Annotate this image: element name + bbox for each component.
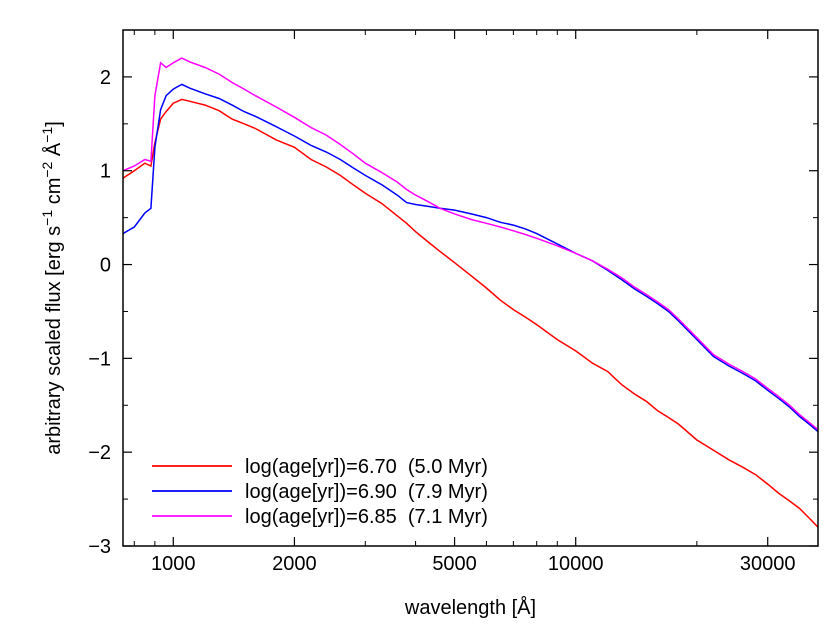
x-tick-label: 2000 <box>272 553 317 575</box>
legend-label-2: log(age[yr])=6.90 (7.9 Myr) <box>245 481 488 503</box>
x-axis-label: wavelength [Å] <box>404 596 536 619</box>
y-tick-label: 1 <box>100 161 111 183</box>
y-tick-label: −3 <box>88 536 111 558</box>
x-tick-label: 5000 <box>432 553 477 575</box>
series-line-3 <box>123 57 818 431</box>
legend-label-3: log(age[yr])=6.85 (7.1 Myr) <box>245 506 488 528</box>
y-axis-label: arbitrary scaled flux [erg s−1 cm−2 Å−1] <box>39 121 65 455</box>
axis-ticks: 1000 2000 5000 10000 30000 2 1 0 −1 −2 −3 <box>88 29 819 575</box>
y-axis-label-close: ] <box>43 121 65 127</box>
y-tick-label: 0 <box>100 255 111 277</box>
x-tick-label: 1000 <box>151 553 196 575</box>
legend-label-1: log(age[yr])=6.70 (5.0 Myr) <box>245 456 488 478</box>
y-axis-label-exp-cm: −2 <box>39 161 55 177</box>
series-line-1 <box>123 98 818 528</box>
legend: log(age[yr])=6.70 (5.0 Myr) log(age[yr])=… <box>152 456 488 528</box>
y-axis-label-exp-s: −1 <box>39 210 55 226</box>
y-axis-label-exp-angstrom: −1 <box>39 127 55 143</box>
series-lines <box>123 57 818 528</box>
y-tick-label: 2 <box>100 67 111 89</box>
series-line-2 <box>123 83 818 433</box>
y-tick-label: −1 <box>88 348 111 370</box>
y-axis-label-main: arbitrary scaled flux [erg s <box>43 226 65 455</box>
plot-frame <box>122 29 819 547</box>
x-tick-label: 30000 <box>740 553 796 575</box>
x-tick-label: 10000 <box>548 553 604 575</box>
y-axis-label-cm: cm <box>43 178 65 210</box>
y-axis-label-angstrom: Å <box>42 142 65 162</box>
y-tick-label: −2 <box>88 442 111 464</box>
